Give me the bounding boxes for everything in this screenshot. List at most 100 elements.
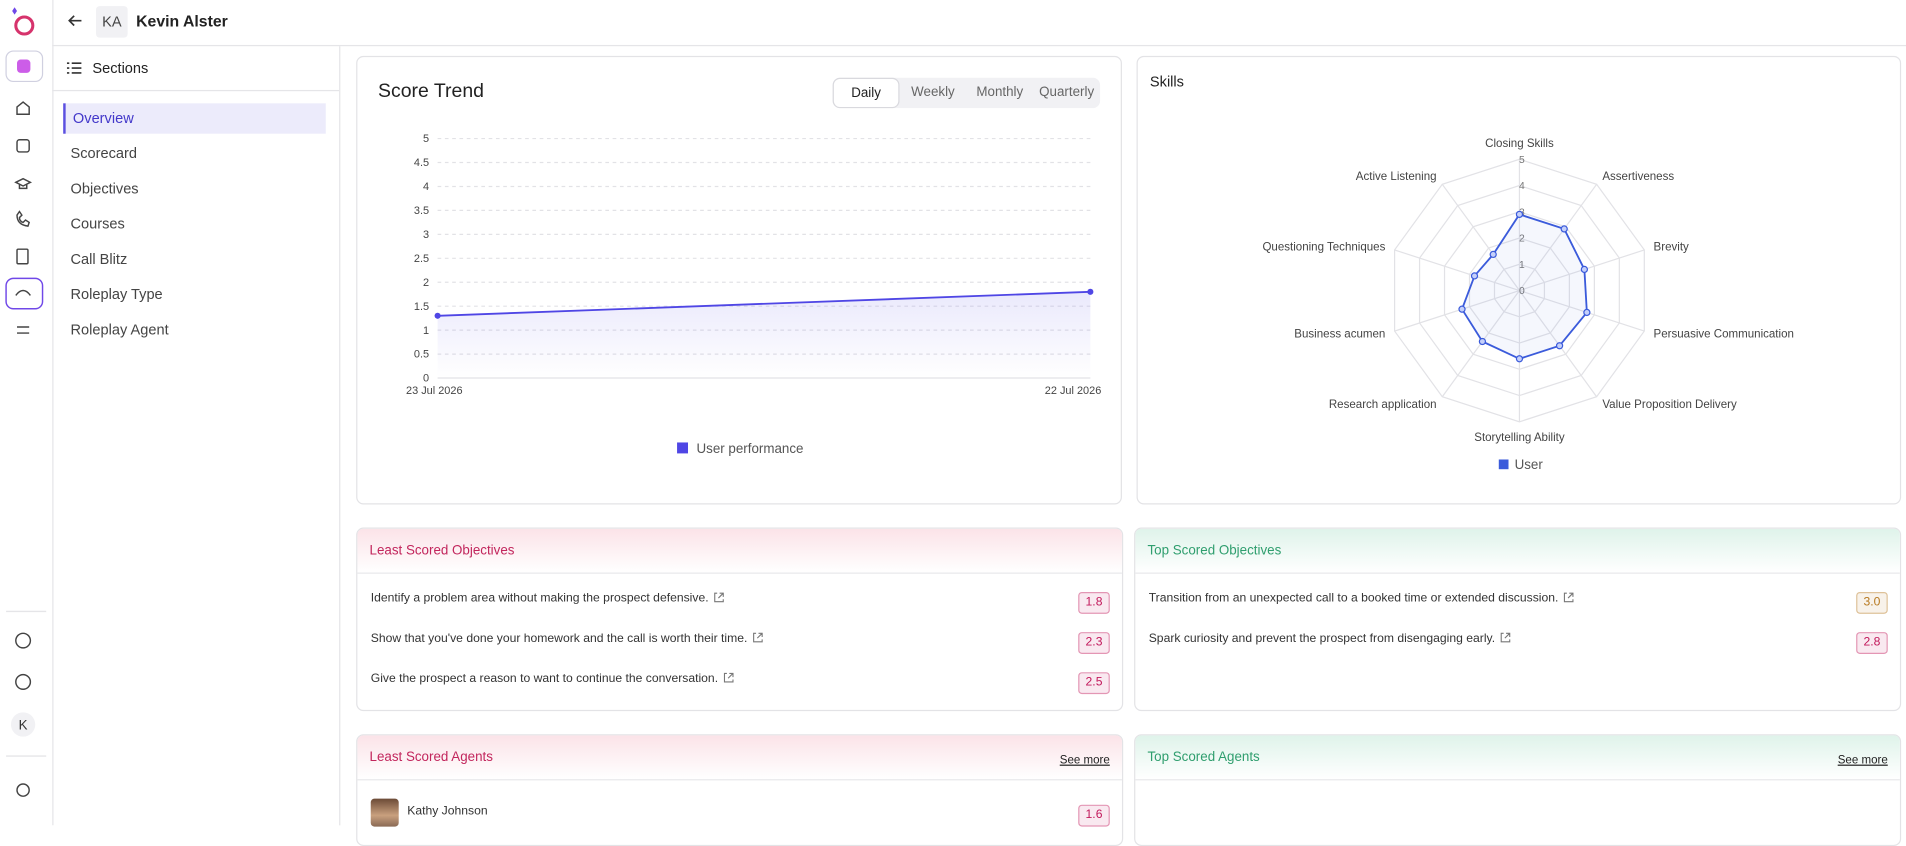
y-tick-label: 2 [423, 277, 429, 289]
panel-header: Least Scored Agents See more [357, 735, 1122, 781]
objective-text: Identify a problem area without making t… [371, 592, 725, 605]
score-badge: 2.5 [1078, 672, 1110, 695]
sidebar-item[interactable]: Overview [63, 103, 326, 134]
sidebar-item[interactable]: Scorecard [70, 144, 137, 162]
external-link-icon[interactable] [713, 592, 724, 603]
axis-label: Storytelling Ability [1474, 432, 1565, 444]
axis-label: Assertiveness [1602, 171, 1674, 183]
sidebar-header: Sections [52, 46, 340, 92]
nav-rail: K [5, 0, 54, 826]
objective-text[interactable]: Transition from an unexpected call to a … [1148, 591, 1559, 606]
spoke [1394, 289, 1520, 332]
sidebar-title: Sections [92, 59, 149, 77]
external-link-icon[interactable] [1500, 632, 1511, 643]
panel-title: Least Scored Agents [369, 750, 493, 765]
spoke [1519, 289, 1645, 332]
external-link-icon[interactable] [723, 672, 734, 683]
panel-title: Top Scored Agents [1147, 750, 1260, 765]
score-badge: 2.3 [1078, 632, 1110, 654]
point [1478, 337, 1487, 346]
sidebar-item[interactable]: Call Blitz [70, 250, 128, 268]
x-tick-label: 22 Jul 2026 [1045, 385, 1102, 397]
panel-header: Top Scored Objectives [1135, 528, 1900, 574]
point [1515, 210, 1524, 219]
top-agents-panel: Top Scored Agents See more [1134, 734, 1902, 846]
objective-text[interactable]: Show that you've done your homework and … [370, 632, 748, 646]
objective-text[interactable]: Spark curiosity and prevent the prospect… [1148, 632, 1496, 646]
top-objectives-panel: Top Scored Objectives Transition from an … [1134, 527, 1902, 712]
point [1583, 308, 1591, 317]
line [437, 290, 1091, 317]
point [1580, 265, 1589, 274]
objective-text: Spark curiosity and prevent the prospect… [1149, 632, 1511, 645]
spoke [1394, 249, 1520, 292]
header: KA Kevin Alster [52, 0, 1906, 47]
see-more-link[interactable]: See more [1837, 753, 1888, 768]
see-more-link[interactable]: See more [1059, 753, 1110, 768]
skills-card: Skills Closing Skills Assertiveness Brevity… [1136, 55, 1902, 505]
x-tick-label: 23 Jul 2026 [406, 385, 463, 397]
point [1560, 225, 1568, 233]
point [1555, 342, 1564, 350]
objective-text[interactable]: Give the prospect a reason to want to co… [370, 672, 719, 686]
axis-label: Persuasive Communication [1654, 329, 1794, 341]
point [1470, 272, 1479, 280]
spoke [1518, 183, 1598, 291]
back-button[interactable] [67, 12, 84, 29]
chart-title: Score Trend [378, 81, 484, 103]
panel-title: Top Scored Objectives [1147, 543, 1282, 558]
list-icon [66, 62, 82, 74]
tab[interactable]: Daily [832, 77, 900, 109]
point [1458, 305, 1466, 313]
user-initial[interactable]: K [19, 717, 28, 732]
axis-label: Brevity [1654, 242, 1689, 254]
app: K KA Kevin Alster Sections Overview Score… [5, 0, 1906, 846]
y-tick-label: 5 [423, 133, 429, 145]
point [1087, 288, 1094, 295]
y-tick-label: 3 [423, 229, 429, 241]
y-tick-label: 1.5 [414, 301, 429, 313]
main: Score Trend Daily Weekly Monthly Quarterly 0 0… [340, 46, 1906, 846]
spoke [1441, 183, 1520, 291]
tab-group: Daily Weekly Monthly Quarterly [832, 77, 1101, 109]
radar-area [1461, 213, 1588, 360]
axis-label: Value Proposition Delivery [1602, 399, 1737, 411]
axis-label: Closing Skills [1485, 138, 1554, 150]
axis-label: Active Listening [1356, 171, 1437, 183]
score-badge: 1.8 [1078, 591, 1110, 614]
axis-label: Research application [1329, 399, 1437, 411]
y-tick-label: 4 [423, 181, 429, 193]
y-tick-label: 0 [423, 373, 429, 385]
radar-chart: Closing Skills Assertiveness Brevity Persua… [1262, 138, 1794, 472]
objective-text[interactable]: Identify a problem area without making t… [370, 591, 709, 606]
y-tick-label: 4.5 [414, 157, 429, 169]
axis-label: Business acumen [1294, 329, 1385, 341]
point [1489, 250, 1497, 259]
sidebar-item[interactable]: Roleplay Type [70, 285, 163, 303]
point [1515, 355, 1524, 363]
legend-label: User performance [697, 441, 804, 456]
panel-title: Least Scored Objectives [369, 543, 515, 558]
legend-label: User [1515, 457, 1544, 472]
y-tick-label: 2.5 [414, 253, 429, 265]
r-tick-label: 0 [1519, 286, 1525, 297]
r-tick-label: 4 [1519, 181, 1525, 192]
objective-text: Transition from an unexpected call to a … [1149, 592, 1575, 605]
sidebar-item[interactable]: Courses [70, 215, 125, 233]
score-badge: 2.8 [1856, 632, 1888, 654]
legend-swatch [1498, 459, 1509, 470]
sidebar-item[interactable]: Objectives [70, 179, 139, 197]
axis-label: Questioning Techniques [1262, 242, 1385, 254]
avatar: KA [96, 6, 128, 38]
external-link-icon[interactable] [752, 632, 763, 643]
external-link-icon[interactable] [1563, 592, 1574, 603]
r-tick-label: 2 [1519, 234, 1525, 245]
tab[interactable]: Weekly [911, 85, 955, 100]
panel-header: Top Scored Agents See more [1135, 735, 1900, 781]
y-tick-label: 0.5 [414, 349, 429, 361]
tab[interactable]: Monthly [976, 85, 1024, 100]
tab[interactable]: Quarterly [1039, 85, 1095, 100]
sidebar-item[interactable]: Roleplay Agent [70, 320, 169, 338]
legend-swatch [677, 442, 689, 454]
agent-name: Kathy Johnson [407, 804, 488, 819]
